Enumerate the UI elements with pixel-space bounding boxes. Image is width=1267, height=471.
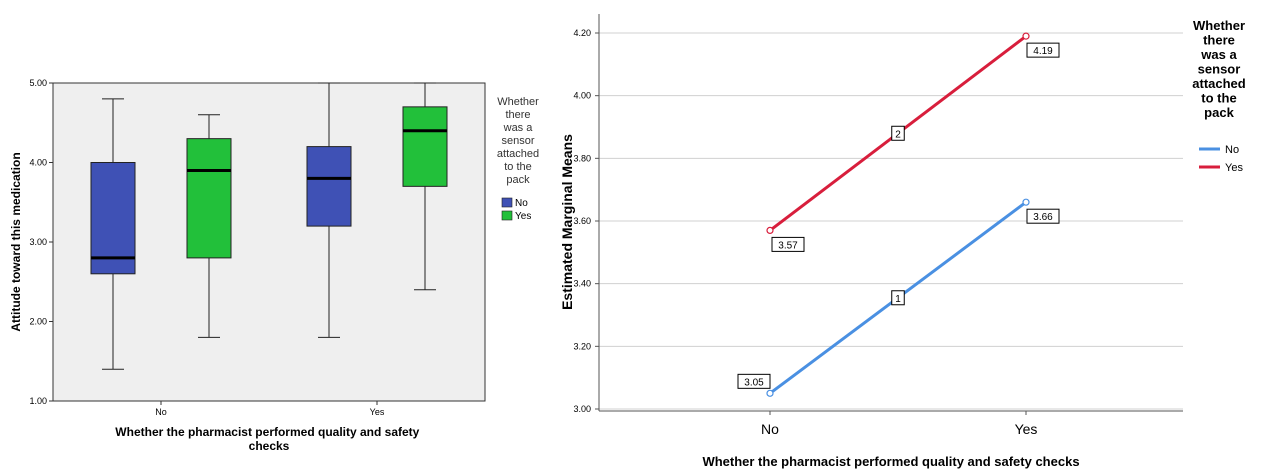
box-iqr (186, 138, 232, 259)
data-label-box (737, 373, 771, 389)
data-point (766, 226, 774, 234)
data-label-box (1026, 208, 1060, 224)
line-id-label-box (891, 125, 905, 141)
series-line (769, 34, 1027, 232)
y-tick-label: 4.20 (573, 28, 591, 38)
line-id-label-box (891, 290, 905, 306)
legend-label: No (1225, 144, 1239, 156)
y-tick-label: 1.00 (29, 396, 47, 406)
y-tick-label: 3.40 (573, 279, 591, 289)
y-tick-label: 4.00 (29, 158, 47, 168)
box-iqr (402, 106, 448, 187)
data-point (1022, 32, 1030, 40)
data-label: 3.57 (778, 240, 798, 251)
x-tick-label: No (761, 421, 779, 437)
y-tick-label: 3.00 (29, 237, 47, 247)
x-axis-title: Whether the pharmacist performed quality… (115, 425, 422, 453)
y-tick-label: 3.20 (573, 341, 591, 351)
legend-label: Yes (1225, 162, 1243, 174)
y-tick-label: 2.00 (29, 317, 47, 327)
x-tick-label: Yes (370, 407, 385, 417)
legend-swatch (501, 197, 513, 208)
line-id-label: 2 (895, 129, 901, 140)
legend-title: Whether there was a sensor attached to the pac… (1192, 18, 1246, 120)
legend-swatch (501, 210, 513, 221)
y-tick-label: 3.00 (573, 404, 591, 414)
y-tick-label: 3.80 (573, 153, 591, 163)
data-label: 3.05 (744, 377, 764, 388)
y-axis-title: Attitude toward this medication (9, 152, 23, 331)
data-label-box (771, 236, 805, 252)
box-iqr (306, 146, 352, 227)
data-label: 4.19 (1033, 46, 1053, 57)
x-axis-title: Whether the pharmacist performed quality… (702, 454, 1079, 469)
legend-title: Whether there was a sensor attached to the pac… (497, 96, 539, 186)
box-iqr (90, 162, 136, 275)
y-tick-label: 5.00 (29, 78, 47, 88)
x-tick-label: No (155, 407, 167, 417)
y-tick-label: 3.60 (573, 216, 591, 226)
x-tick-label: Yes (1015, 421, 1038, 437)
legend-label: No (515, 198, 528, 209)
data-label: 3.66 (1033, 212, 1053, 223)
boxplot-chart: 1.00 2.00 3.00 4.00 5.00 No Yes Attitude towa… (9, 78, 539, 453)
y-tick-label: 4.00 (573, 91, 591, 101)
data-point (766, 389, 774, 397)
line-id-label: 1 (895, 294, 901, 305)
data-point (1022, 198, 1030, 206)
data-label-box (1026, 42, 1060, 58)
legend-label: Yes (515, 211, 531, 222)
series-line (769, 200, 1027, 395)
y-axis-title: Estimated Marginal Means (559, 134, 575, 310)
